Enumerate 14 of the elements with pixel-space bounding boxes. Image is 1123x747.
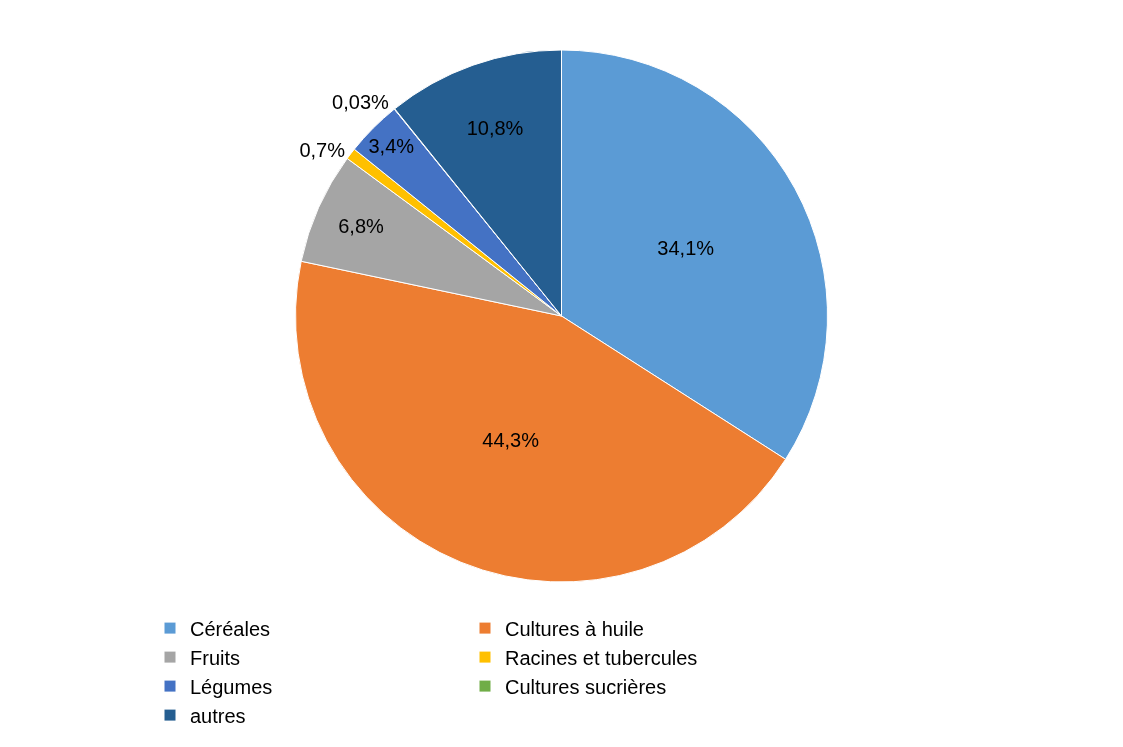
- legend-label: autres: [190, 704, 246, 727]
- legend-label: Légumes: [190, 675, 273, 698]
- data-label: 44,3%: [482, 429, 540, 452]
- data-label: 0,7%: [299, 138, 346, 161]
- data-label: 10,8%: [466, 116, 524, 139]
- legend-label: Céréales: [190, 617, 271, 640]
- data-label: 34,1%: [657, 236, 715, 259]
- legend-label: Racines et tubercules: [505, 646, 698, 669]
- legend-label: Cultures sucrières: [505, 675, 667, 698]
- data-label: 6,8%: [338, 215, 385, 238]
- legend-label: Fruits: [190, 646, 240, 669]
- data-label: 3,4%: [368, 135, 415, 158]
- legend-label: Cultures à huile: [505, 617, 644, 640]
- data-label: 0,03%: [332, 91, 390, 114]
